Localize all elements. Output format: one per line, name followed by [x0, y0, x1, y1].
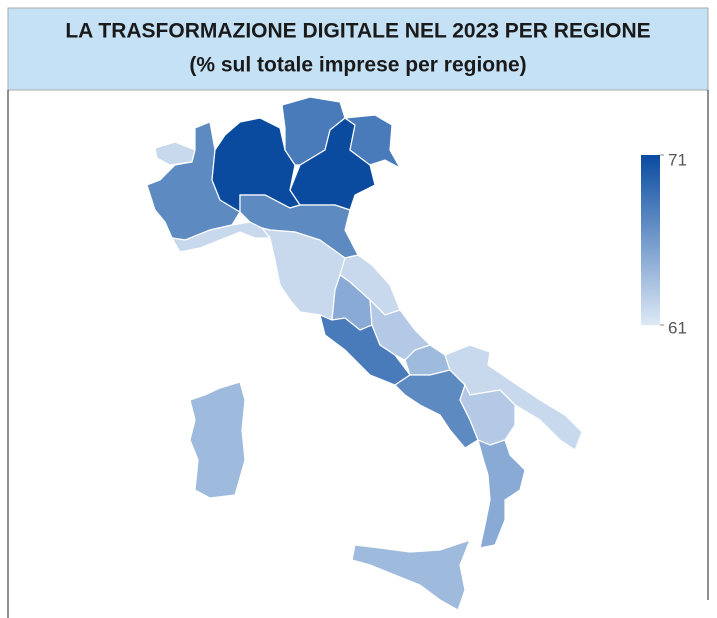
region — [477, 438, 526, 549]
chart-subtitle: (% sul totale imprese per regione) — [189, 54, 526, 77]
region — [343, 114, 402, 170]
map — [146, 96, 583, 611]
title-box — [7, 7, 709, 91]
region — [351, 539, 472, 611]
colorbar-tick-label: 61 — [668, 318, 687, 337]
colorbar — [641, 155, 660, 325]
region — [154, 141, 196, 166]
region — [189, 381, 246, 499]
chart-title: LA TRASFORMAZIONE DIGITALE NEL 2023 PER … — [65, 20, 650, 43]
colorbar-tick-label: 71 — [668, 150, 687, 169]
